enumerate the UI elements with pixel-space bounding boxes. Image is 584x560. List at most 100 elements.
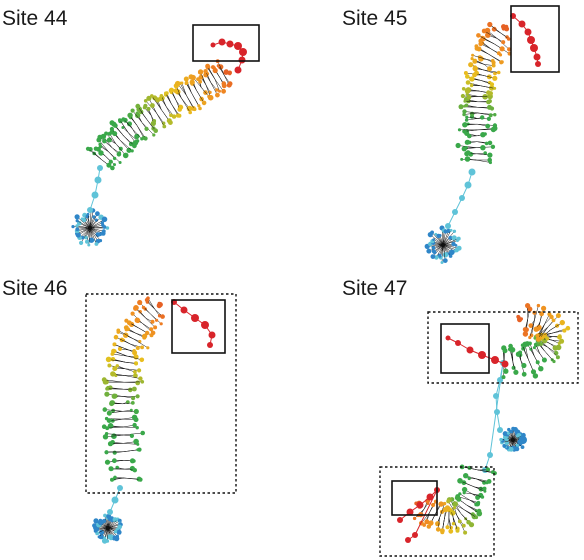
chain-spoke [451, 499, 465, 510]
chain-spoke [98, 139, 109, 152]
connector-node [117, 485, 123, 491]
chain-node [117, 346, 123, 351]
chain-node [504, 24, 509, 29]
chain-node [501, 375, 506, 380]
chain-node [132, 468, 137, 473]
chain-node [541, 357, 547, 363]
chain-node [146, 95, 152, 101]
chain-node [487, 140, 493, 146]
chain-node [469, 76, 475, 82]
hub-node [81, 217, 87, 223]
chain-node [215, 88, 219, 92]
hub-node [79, 240, 84, 245]
hub-node [452, 229, 457, 233]
hub-spoke [89, 213, 98, 229]
chain-node [144, 297, 149, 303]
chain-node [470, 57, 474, 61]
chain-node [112, 156, 117, 161]
hub-node [92, 523, 97, 528]
chain-node [488, 113, 493, 118]
chain-node [155, 318, 159, 322]
chain-node [101, 377, 107, 383]
chain-node [205, 65, 209, 69]
chain-spoke [474, 486, 485, 492]
hub-spoke [89, 227, 101, 241]
chain-spoke [214, 79, 224, 92]
chain-spoke [477, 112, 491, 116]
hub-node [94, 218, 98, 222]
chain-node [440, 509, 444, 514]
chain-node [424, 519, 430, 525]
chain-spoke [132, 338, 148, 349]
chain-node [140, 380, 145, 384]
chain-spoke [87, 148, 103, 161]
chain-node [490, 144, 496, 149]
hub-spoke [442, 231, 446, 246]
chain-node [134, 361, 139, 366]
connector-site-44 [87, 165, 103, 213]
chain-node [142, 333, 148, 339]
chain-node [131, 414, 138, 420]
chain-node [485, 467, 491, 472]
chain-site-47-top [501, 303, 571, 380]
chain-node [435, 527, 441, 532]
network-site-45 [424, 13, 541, 264]
chain-node [528, 335, 532, 340]
chain-node [440, 528, 445, 534]
bead-node [405, 537, 411, 543]
bead-node [218, 38, 226, 46]
chain-node [134, 317, 140, 323]
chain-spoke [123, 118, 133, 130]
chain-spoke [547, 346, 559, 358]
hub-node [101, 216, 108, 223]
chain-spoke [529, 343, 535, 357]
chain-spoke [156, 112, 165, 127]
chain-node [112, 458, 117, 464]
chain-node [150, 120, 156, 126]
chain-node [428, 520, 434, 526]
chain-spoke [105, 434, 124, 438]
chain-node [461, 523, 466, 528]
chain-node [473, 58, 477, 63]
chain-node [135, 380, 141, 386]
chain-node [113, 163, 116, 167]
chain-node [106, 418, 112, 423]
chain-node [488, 23, 492, 27]
chain-node [130, 149, 134, 153]
cluster-box-site-47-top [427, 311, 579, 384]
hub-node [99, 529, 105, 535]
chain-node [152, 133, 156, 137]
chain-node [109, 400, 115, 406]
chain-node [552, 359, 556, 364]
chain-node [166, 118, 172, 124]
chain-node [518, 350, 523, 355]
chain-node [559, 319, 565, 326]
chain-node [472, 72, 477, 78]
chain-node [509, 347, 516, 353]
chain-node [480, 132, 486, 138]
hub-spoke [430, 234, 444, 246]
chain-node [445, 525, 450, 530]
hub-spoke [442, 244, 451, 257]
chain-spoke [122, 426, 138, 428]
chain-node [215, 92, 220, 98]
hub-node [87, 243, 91, 247]
chain-node [457, 519, 462, 524]
chain-node [496, 70, 501, 75]
chain-node [109, 126, 114, 132]
chain-node [487, 104, 492, 110]
chain-spoke [171, 103, 180, 116]
chain-node [110, 357, 116, 362]
chain-spoke [482, 69, 499, 73]
chain-node [121, 126, 125, 129]
hub-node [442, 252, 449, 258]
hub-node [102, 225, 107, 229]
chain-node [153, 325, 158, 330]
bead-node [426, 493, 434, 501]
panel-label-site-44: Site 44 [2, 7, 68, 30]
hub-center [440, 242, 446, 248]
chain-spoke [439, 503, 445, 518]
chain-node [465, 139, 470, 145]
hub-spoke [89, 227, 97, 245]
bead-node [234, 66, 242, 74]
